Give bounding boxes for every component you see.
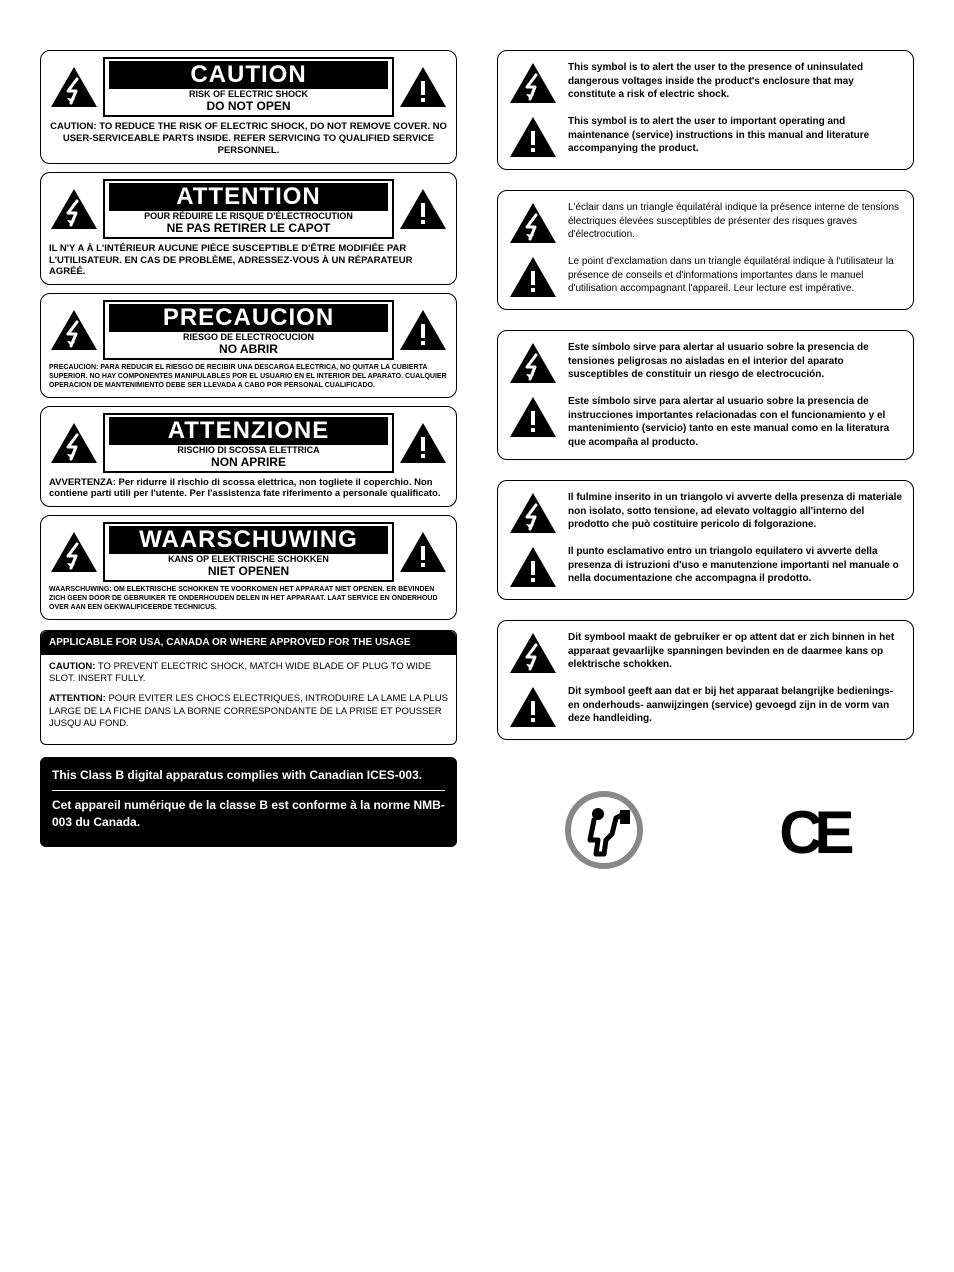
warn-big: CAUTION	[109, 61, 388, 89]
warn-title-box: PRECAUCIONRIESGO DE ELECTROCUCIONNO ABRI…	[103, 300, 394, 360]
exclamation-triangle-icon	[508, 115, 558, 159]
warn-sub2: NIET OPENEN	[109, 564, 388, 578]
warn-sub1: RIESGO DE ELECTROCUCION	[109, 332, 388, 342]
caution-block-0: CAUTIONRISK OF ELECTRIC SHOCKDO NOT OPEN…	[40, 50, 457, 164]
symbol-row: Dit symbool geeft aan dat er bij het app…	[508, 685, 903, 729]
warn-title-box: ATTENZIONERISCHIO DI SCOSSA ELETTRICANON…	[103, 413, 394, 473]
warn-sub1: KANS OP ELEKTRISCHE SCHOKKEN	[109, 554, 388, 564]
symbol-row: This symbol is to alert the user to the …	[508, 61, 903, 105]
usage-block: APPLICABLE FOR USA, CANADA OR WHERE APPR…	[40, 630, 457, 746]
lightning-triangle-icon	[49, 187, 99, 231]
lightning-triangle-icon	[508, 631, 558, 675]
warn-big: ATTENTION	[109, 183, 388, 211]
symbol-row: Este símbolo sirve para alertar al usuar…	[508, 341, 903, 385]
caution-block-4: WAARSCHUWINGKANS OP ELEKTRISCHE SCHOKKEN…	[40, 515, 457, 619]
warn-head: ATTENZIONERISCHIO DI SCOSSA ELETTRICANON…	[49, 413, 448, 473]
warn-sub2: NO ABRIR	[109, 342, 388, 356]
exclamation-triangle-icon	[508, 545, 558, 589]
usage-body: CAUTION: TO PREVENT ELECTRIC SHOCK, MATC…	[41, 655, 456, 745]
warn-sub1: RISK OF ELECTRIC SHOCK	[109, 89, 388, 99]
warn-body: CAUTION: TO REDUCE THE RISK OF ELECTRIC …	[49, 121, 448, 157]
warn-big: PRECAUCION	[109, 304, 388, 332]
symbol-row: Le point d'exclamation dans un triangle …	[508, 255, 903, 299]
warn-head: CAUTIONRISK OF ELECTRIC SHOCKDO NOT OPEN	[49, 57, 448, 117]
divider	[52, 790, 445, 791]
ce-mark-icon: CE	[779, 798, 846, 867]
lightning-triangle-icon	[508, 341, 558, 385]
usage-p1: CAUTION: TO PREVENT ELECTRIC SHOCK, MATC…	[49, 661, 448, 686]
symbol-text: This symbol is to alert the user to impo…	[568, 115, 903, 156]
warn-sub2: NON APRIRE	[109, 455, 388, 469]
warn-head: WAARSCHUWINGKANS OP ELEKTRISCHE SCHOKKEN…	[49, 522, 448, 582]
symbol-text: L'éclair dans un triangle équilatéral in…	[568, 201, 903, 242]
lightning-triangle-icon	[508, 61, 558, 105]
symbol-group-4: Dit symbool maakt de gebruiker er op att…	[497, 620, 914, 740]
logo-row: CE	[497, 790, 914, 875]
left-column: CAUTIONRISK OF ELECTRIC SHOCKDO NOT OPEN…	[40, 50, 457, 875]
warn-head: ATTENTIONPOUR RÉDUIRE LE RISQUE D'ÉLECTR…	[49, 179, 448, 239]
symbol-group-2: Este símbolo sirve para alertar al usuar…	[497, 330, 914, 460]
symbol-group-0: This symbol is to alert the user to the …	[497, 50, 914, 170]
symbol-row: L'éclair dans un triangle équilatéral in…	[508, 201, 903, 245]
lightning-triangle-icon	[49, 308, 99, 352]
lightning-triangle-icon	[49, 530, 99, 574]
caution-block-3: ATTENZIONERISCHIO DI SCOSSA ELETTRICANON…	[40, 406, 457, 508]
warn-sub1: RISCHIO DI SCOSSA ELETTRICA	[109, 445, 388, 455]
symbol-text: Este símbolo sirve para alertar al usuar…	[568, 395, 903, 449]
warn-sub2: DO NOT OPEN	[109, 99, 388, 113]
warn-body: IL N'Y A À L'INTÉRIEUR AUCUNE PIÈCE SUSC…	[49, 243, 448, 279]
symbol-row: Este símbolo sirve para alertar al usuar…	[508, 395, 903, 449]
safety-warning-page: CAUTIONRISK OF ELECTRIC SHOCKDO NOT OPEN…	[40, 50, 914, 875]
symbol-text: Il fulmine inserito in un triangolo vi a…	[568, 491, 903, 532]
symbol-row: This symbol is to alert the user to impo…	[508, 115, 903, 159]
symbol-text: Dit symbool maakt de gebruiker er op att…	[568, 631, 903, 672]
lightning-triangle-icon	[508, 201, 558, 245]
lightning-triangle-icon	[49, 65, 99, 109]
exclamation-triangle-icon	[398, 421, 448, 465]
ices-info-block: This Class B digital apparatus complies …	[40, 757, 457, 846]
exclamation-triangle-icon	[398, 65, 448, 109]
warn-body: PRECAUCION: PARA REDUCIR EL RIESGO DE RE…	[49, 364, 448, 390]
symbol-text: Le point d'exclamation dans un triangle …	[568, 255, 903, 296]
symbol-text: Dit symbool geeft aan dat er bij het app…	[568, 685, 903, 726]
warn-title-box: WAARSCHUWINGKANS OP ELEKTRISCHE SCHOKKEN…	[103, 522, 394, 582]
usage-p2: ATTENTION: POUR EVITER LES CHOCS ELECTRI…	[49, 693, 448, 730]
warn-body: WAARSCHUWING: OM ELEKTRISCHE SCHOKKEN TE…	[49, 586, 448, 612]
exclamation-triangle-icon	[508, 685, 558, 729]
recycling-person-icon	[564, 790, 644, 875]
symbol-text: Il punto esclamativo entro un triangolo …	[568, 545, 903, 586]
warn-title-box: CAUTIONRISK OF ELECTRIC SHOCKDO NOT OPEN	[103, 57, 394, 117]
lightning-triangle-icon	[508, 491, 558, 535]
warn-sub1: POUR RÉDUIRE LE RISQUE D'ÉLECTROCUTION	[109, 211, 388, 221]
symbol-text: Este símbolo sirve para alertar al usuar…	[568, 341, 903, 382]
symbol-group-1: L'éclair dans un triangle équilatéral in…	[497, 190, 914, 310]
usage-title: APPLICABLE FOR USA, CANADA OR WHERE APPR…	[41, 631, 456, 655]
symbol-row: Dit symbool maakt de gebruiker er op att…	[508, 631, 903, 675]
exclamation-triangle-icon	[398, 308, 448, 352]
symbol-row: Il fulmine inserito in un triangolo vi a…	[508, 491, 903, 535]
warn-big: ATTENZIONE	[109, 417, 388, 445]
right-column: This symbol is to alert the user to the …	[497, 50, 914, 875]
lightning-triangle-icon	[49, 421, 99, 465]
warn-sub2: NE PAS RETIRER LE CAPOT	[109, 221, 388, 235]
exclamation-triangle-icon	[398, 530, 448, 574]
symbol-group-3: Il fulmine inserito in un triangolo vi a…	[497, 480, 914, 600]
warn-head: PRECAUCIONRIESGO DE ELECTROCUCIONNO ABRI…	[49, 300, 448, 360]
ices-line1: This Class B digital apparatus complies …	[52, 767, 445, 784]
exclamation-triangle-icon	[508, 255, 558, 299]
warn-title-box: ATTENTIONPOUR RÉDUIRE LE RISQUE D'ÉLECTR…	[103, 179, 394, 239]
caution-block-2: PRECAUCIONRIESGO DE ELECTROCUCIONNO ABRI…	[40, 293, 457, 397]
caution-block-1: ATTENTIONPOUR RÉDUIRE LE RISQUE D'ÉLECTR…	[40, 172, 457, 286]
symbol-row: Il punto esclamativo entro un triangolo …	[508, 545, 903, 589]
exclamation-triangle-icon	[398, 187, 448, 231]
exclamation-triangle-icon	[508, 395, 558, 439]
symbol-text: This symbol is to alert the user to the …	[568, 61, 903, 102]
warn-big: WAARSCHUWING	[109, 526, 388, 554]
warn-body: AVVERTENZA: Per ridurre il rischio di sc…	[49, 477, 448, 501]
ices-line2: Cet appareil numérique de la classe B es…	[52, 797, 445, 831]
